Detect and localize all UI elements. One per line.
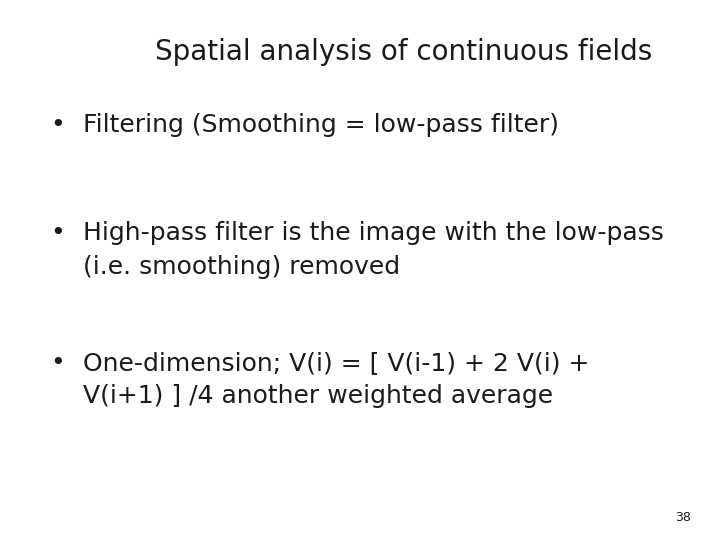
Text: 38: 38 [675,511,691,524]
Text: •: • [50,113,65,137]
Text: High-pass filter is the image with the low-pass
(i.e. smoothing) removed: High-pass filter is the image with the l… [83,221,664,279]
Text: Filtering (Smoothing = low-pass filter): Filtering (Smoothing = low-pass filter) [83,113,559,137]
Text: •: • [50,351,65,375]
Text: Spatial analysis of continuous fields: Spatial analysis of continuous fields [155,38,652,66]
Text: •: • [50,221,65,245]
Text: One-dimension; V(i) = [ V(i-1) + 2 V(i) +
V(i+1) ] /4 another weighted average: One-dimension; V(i) = [ V(i-1) + 2 V(i) … [83,351,589,408]
